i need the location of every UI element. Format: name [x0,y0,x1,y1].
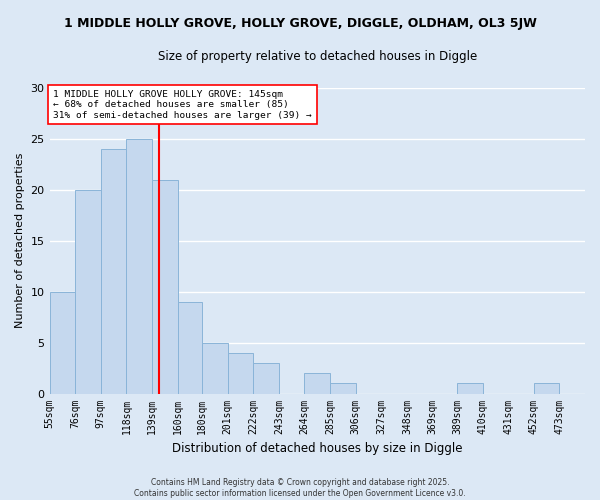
Bar [127,138,152,394]
Title: Size of property relative to detached houses in Diggle: Size of property relative to detached ho… [158,50,477,63]
Bar [50,292,75,394]
Bar [304,373,330,394]
Text: 1 MIDDLE HOLLY GROVE, HOLLY GROVE, DIGGLE, OLDHAM, OL3 5JW: 1 MIDDLE HOLLY GROVE, HOLLY GROVE, DIGGL… [64,18,536,30]
Bar [101,149,127,394]
Bar [457,384,482,394]
Bar [253,363,279,394]
Bar [227,353,253,394]
X-axis label: Distribution of detached houses by size in Diggle: Distribution of detached houses by size … [172,442,463,455]
Bar [178,302,202,394]
Y-axis label: Number of detached properties: Number of detached properties [15,153,25,328]
Bar [202,342,227,394]
Text: Contains HM Land Registry data © Crown copyright and database right 2025.
Contai: Contains HM Land Registry data © Crown c… [134,478,466,498]
Bar [75,190,101,394]
Bar [534,384,559,394]
Bar [330,384,356,394]
Text: 1 MIDDLE HOLLY GROVE HOLLY GROVE: 145sqm
← 68% of detached houses are smaller (8: 1 MIDDLE HOLLY GROVE HOLLY GROVE: 145sqm… [53,90,312,120]
Bar [152,180,178,394]
